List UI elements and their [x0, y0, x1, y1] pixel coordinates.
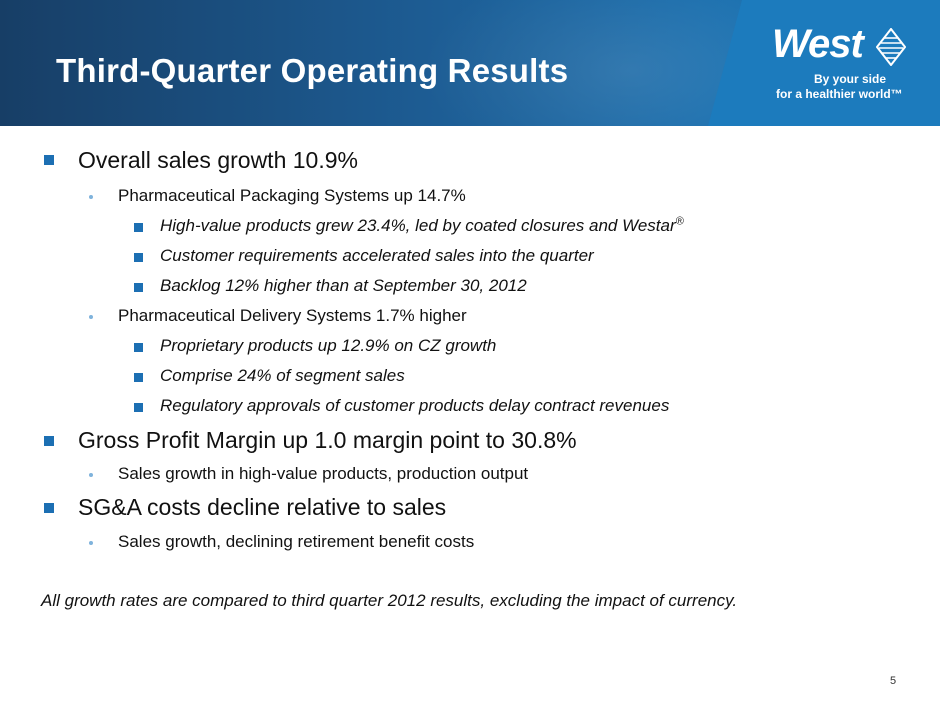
- logo-panel: West By your side for a healthier world™: [708, 0, 940, 126]
- bullet-dot-icon: [89, 541, 93, 545]
- slide-title: Third-Quarter Operating Results: [56, 52, 569, 89]
- bullet-square-icon: [134, 223, 143, 232]
- logo-wordmark: West: [772, 22, 864, 66]
- logo-tagline-1: By your side: [814, 72, 887, 86]
- page-number: 5: [890, 675, 897, 687]
- bullet-square-icon: [44, 155, 54, 165]
- bullet-dot-icon: [89, 195, 93, 199]
- sub-bullet-item: Pharmaceutical Packaging Systems up 14.7…: [118, 186, 466, 205]
- sub-bullet-item: Pharmaceutical Delivery Systems 1.7% hig…: [118, 306, 467, 325]
- sub-sub-bullet-item: Proprietary products up 12.9% on CZ grow…: [160, 336, 497, 355]
- slide-header: Third-Quarter Operating Results West By …: [0, 0, 940, 126]
- bullet-square-icon: [134, 253, 143, 262]
- sub-sub-bullet-item: Regulatory approvals of customer product…: [160, 396, 670, 415]
- bullet-square-icon: [134, 373, 143, 382]
- bullet-item: SG&A costs decline relative to sales: [78, 494, 447, 520]
- bullet-square-icon: [134, 403, 143, 412]
- bullet-dot-icon: [89, 315, 93, 319]
- bullet-square-icon: [44, 436, 54, 446]
- sub-sub-bullet-text: High-value products grew 23.4%, led by c…: [160, 216, 676, 235]
- bullet-square-icon: [134, 343, 143, 352]
- bullet-square-icon: [44, 503, 54, 513]
- bullet-item: Overall sales growth 10.9%: [78, 147, 358, 173]
- logo-diamond-icon: [876, 28, 906, 66]
- sub-bullet-item: Sales growth in high-value products, pro…: [118, 464, 529, 483]
- bullet-dot-icon: [89, 473, 93, 477]
- sub-sub-bullet-item: High-value products grew 23.4%, led by c…: [160, 216, 684, 236]
- sub-sub-bullet-item: Comprise 24% of segment sales: [160, 366, 405, 385]
- bullet-square-icon: [134, 283, 143, 292]
- logo-tagline-2: for a healthier world™: [776, 87, 903, 101]
- footnote: All growth rates are compared to third q…: [41, 591, 738, 610]
- sub-sub-bullet-item: Backlog 12% higher than at September 30,…: [160, 276, 527, 295]
- sub-sub-bullet-item: Customer requirements accelerated sales …: [160, 246, 594, 265]
- registered-mark: ®: [675, 215, 684, 228]
- sub-bullet-item: Sales growth, declining retirement benef…: [118, 532, 475, 551]
- bullet-item: Gross Profit Margin up 1.0 margin point …: [78, 427, 577, 453]
